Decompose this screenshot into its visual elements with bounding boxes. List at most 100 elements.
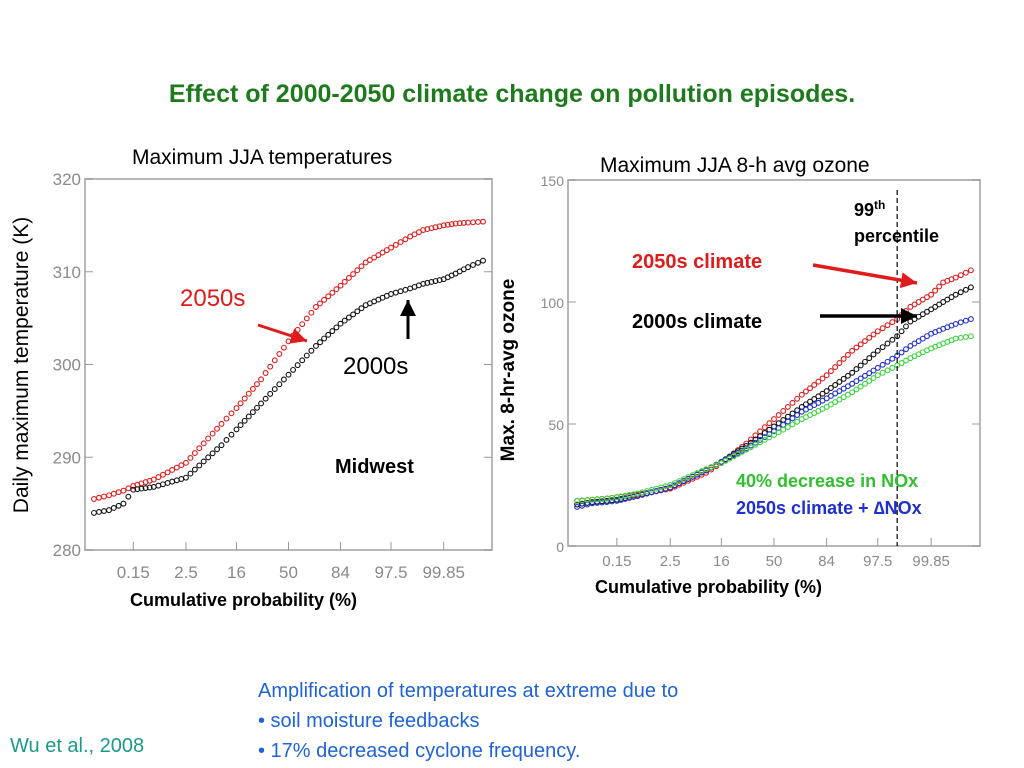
- data-point: [789, 415, 796, 422]
- data-point: [173, 464, 180, 471]
- data-point: [761, 424, 768, 431]
- data-point: [849, 389, 856, 396]
- data-point: [903, 346, 909, 353]
- annotation-nox-decrease: 40% decrease in NOx: [736, 471, 918, 491]
- data-point: [849, 380, 856, 387]
- data-point: [337, 320, 344, 327]
- data-point: [780, 408, 787, 414]
- data-point: [874, 372, 881, 379]
- data-point: [321, 296, 328, 303]
- data-point: [798, 391, 805, 398]
- data-point: [470, 261, 476, 268]
- data-point: [262, 395, 269, 402]
- x-tick-label: 0.15: [117, 563, 150, 582]
- series-2050s: [91, 218, 486, 502]
- arrow-2050s-climate-head: [899, 272, 917, 289]
- data-point: [924, 308, 930, 315]
- right-chart-xlabel: Cumulative probability (%): [595, 577, 823, 597]
- data-point: [780, 426, 787, 433]
- data-point: [853, 386, 860, 393]
- arrow-2000s-head: [400, 300, 416, 316]
- data-point: [254, 381, 260, 388]
- data-point: [836, 378, 843, 385]
- x-tick-label: 0.15: [602, 553, 631, 570]
- data-point: [911, 301, 918, 308]
- annotation-percentile: percentile: [854, 226, 939, 246]
- data-point: [807, 385, 814, 392]
- data-point: [191, 450, 198, 457]
- data-point: [214, 446, 220, 453]
- y-tick-label: 320: [53, 170, 81, 189]
- data-point: [249, 409, 256, 416]
- data-point: [898, 349, 905, 356]
- data-point: [209, 450, 216, 457]
- bullet-soil-moisture: • soil moisture feedbacks: [258, 710, 480, 732]
- data-point: [130, 486, 137, 493]
- plot-frame: [84, 178, 493, 551]
- data-point: [870, 375, 877, 381]
- data-point: [325, 331, 332, 338]
- data-point: [766, 420, 773, 427]
- data-point: [448, 221, 455, 228]
- data-point: [832, 399, 839, 405]
- data-point: [962, 317, 969, 324]
- x-tick-label: 16: [713, 553, 730, 570]
- series-2000s: [91, 257, 486, 516]
- data-point: [223, 415, 230, 422]
- data-point: [866, 370, 873, 377]
- data-point: [889, 336, 896, 343]
- data-point: [743, 446, 750, 453]
- data-point: [827, 401, 834, 408]
- data-point: [276, 381, 283, 388]
- data-point: [884, 322, 891, 329]
- data-point: [308, 347, 315, 354]
- data-point: [191, 466, 198, 473]
- data-point: [134, 486, 141, 493]
- data-point: [358, 305, 365, 312]
- data-point: [354, 308, 361, 315]
- y-tick-label: 290: [53, 448, 81, 467]
- data-point: [840, 394, 847, 401]
- data-point: [957, 272, 964, 279]
- data-point: [245, 413, 252, 420]
- data-point: [857, 383, 864, 390]
- data-point: [870, 331, 877, 338]
- data-point: [106, 492, 112, 499]
- data-point: [957, 319, 964, 326]
- data-point: [366, 257, 373, 263]
- x-tick-label: 2.5: [174, 563, 198, 582]
- data-point: [358, 263, 365, 270]
- data-point: [254, 404, 260, 411]
- data-point: [341, 278, 348, 285]
- data-point: [258, 400, 265, 407]
- data-point: [465, 264, 471, 271]
- data-point: [840, 355, 847, 362]
- data-point: [948, 294, 955, 301]
- data-point: [280, 344, 287, 351]
- data-point: [383, 247, 390, 254]
- data-point: [205, 454, 212, 461]
- data-point: [849, 347, 856, 354]
- data-point: [789, 421, 796, 428]
- data-point: [766, 434, 773, 441]
- y-tick-label: 50: [548, 417, 564, 433]
- data-point: [832, 390, 839, 397]
- data-point: [884, 340, 891, 347]
- data-point: [475, 259, 481, 266]
- data-point: [870, 351, 877, 358]
- data-point: [874, 328, 881, 335]
- data-point: [262, 370, 269, 376]
- data-point: [780, 421, 787, 428]
- data-point: [362, 259, 369, 266]
- data-point: [164, 469, 171, 476]
- data-point: [784, 403, 791, 410]
- data-point: [456, 220, 463, 227]
- data-point: [618, 493, 624, 500]
- data-point: [919, 335, 926, 342]
- data-point: [889, 355, 896, 362]
- data-point: [329, 289, 336, 296]
- data-point: [96, 509, 102, 515]
- data-point: [789, 399, 796, 406]
- data-point: [218, 442, 225, 449]
- data-point: [480, 257, 486, 264]
